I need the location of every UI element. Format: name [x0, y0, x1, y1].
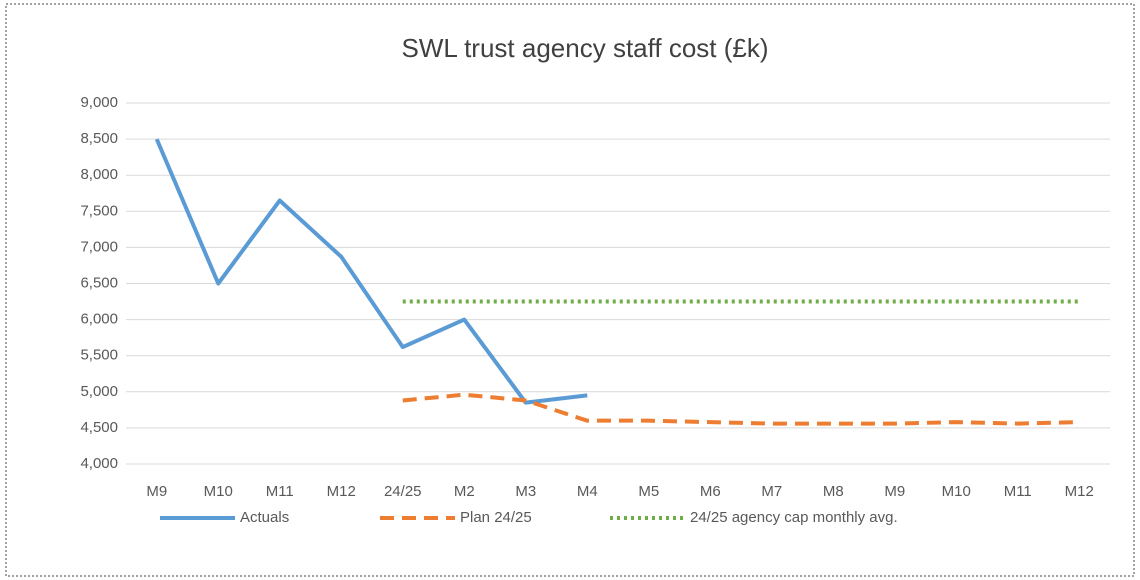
x-tick-label: M11	[266, 483, 294, 500]
y-tick-label: 8,500	[80, 130, 118, 147]
legend-label: 24/25 agency cap monthly avg.	[690, 509, 898, 526]
y-tick-label: 6,000	[80, 311, 118, 328]
series-line	[402, 392, 1080, 426]
x-tick-label: M9	[884, 483, 905, 500]
legend-label: Actuals	[240, 509, 289, 526]
x-tick-label: M9	[146, 483, 167, 500]
x-tick-label: M5	[638, 483, 659, 500]
y-tick-label: 7,000	[80, 238, 118, 255]
x-tick-label: M12	[1065, 483, 1094, 500]
x-tick-label: M3	[515, 483, 536, 500]
y-tick-label: 4,000	[80, 455, 118, 472]
y-tick-label: 6,500	[80, 274, 118, 291]
y-tick-label: 7,500	[80, 202, 118, 219]
chart-title: SWL trust agency staff cost (£k)	[401, 33, 768, 63]
x-tick-label: M4	[577, 483, 598, 500]
x-tick-label: M10	[942, 483, 971, 500]
x-tick-label: M8	[823, 483, 844, 500]
y-tick-label: 9,000	[80, 94, 118, 111]
y-tick-label: 5,500	[80, 347, 118, 364]
x-tick-label: M2	[454, 483, 475, 500]
x-tick-label: M6	[700, 483, 721, 500]
y-tick-label: 8,000	[80, 166, 118, 183]
x-tick-label: M10	[204, 483, 233, 500]
series-line	[154, 138, 588, 405]
y-tick-label: 4,500	[80, 419, 118, 436]
x-tick-label: M7	[761, 483, 782, 500]
x-tick-label: M11	[1004, 483, 1032, 500]
chart-border	[5, 3, 1135, 577]
y-tick-label: 5,000	[80, 383, 118, 400]
x-tick-label: 24/25	[384, 483, 422, 500]
legend-label: Plan 24/25	[460, 509, 532, 526]
x-tick-label: M12	[327, 483, 356, 500]
